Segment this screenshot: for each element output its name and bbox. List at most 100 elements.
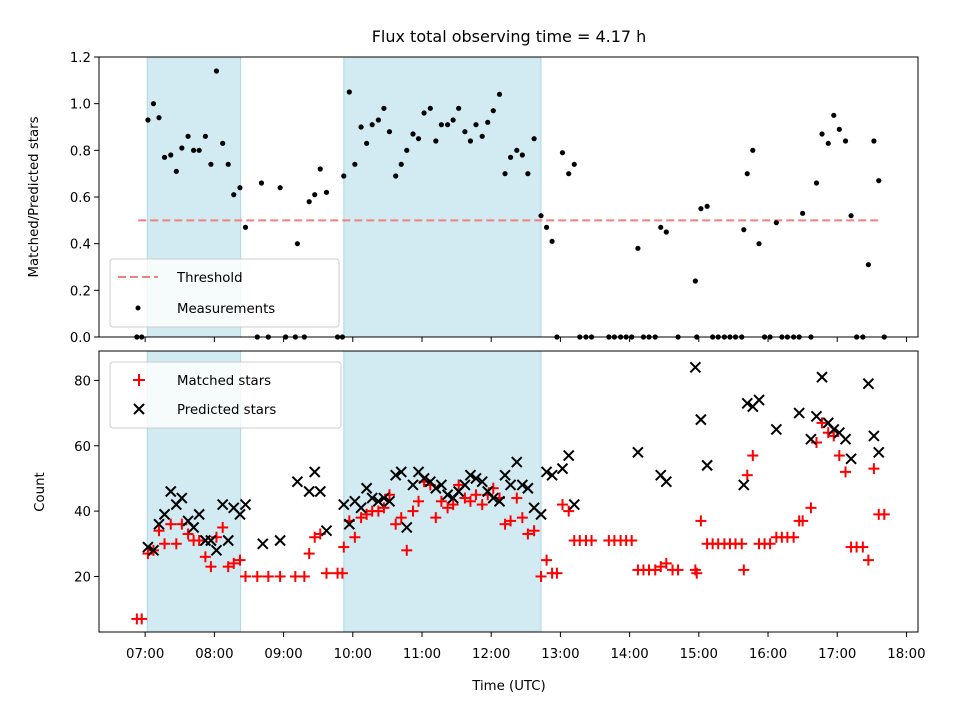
matched-star-point xyxy=(626,535,638,547)
matched-star-point xyxy=(401,544,413,556)
matched-star-point xyxy=(274,570,286,582)
measurement-point xyxy=(156,115,162,121)
measurements-legend-label: Measurements xyxy=(177,302,275,317)
matched-star-point xyxy=(251,570,263,582)
matched-star-point xyxy=(193,535,205,547)
predicted-star-point xyxy=(660,475,672,488)
bottom-y-tick-label: 40 xyxy=(74,505,91,520)
measurement-point xyxy=(323,189,330,195)
matched-star-point xyxy=(199,551,211,563)
top-shaded-intervals xyxy=(146,56,542,338)
predicted-star-point xyxy=(320,525,333,537)
measurement-point xyxy=(485,119,491,125)
predicted-star-point xyxy=(309,466,321,478)
measurement-point xyxy=(800,210,806,216)
top-y-tick-label: 1.2 xyxy=(70,51,91,66)
measurement-point xyxy=(813,180,820,186)
predicted-star-point xyxy=(568,498,580,511)
measurement-point xyxy=(704,203,710,209)
matched-star-point xyxy=(442,502,454,514)
matched-star-point xyxy=(528,525,540,537)
predicted-star-point xyxy=(222,534,234,547)
measurement-point xyxy=(237,185,243,191)
predicted-star-point xyxy=(418,472,430,485)
matched-star-point xyxy=(878,508,890,520)
matched-legend-marker xyxy=(133,374,145,386)
measurement-point xyxy=(202,133,208,139)
matched-star-point xyxy=(165,518,177,530)
matched-star-point xyxy=(338,541,350,553)
matched-star-point xyxy=(862,554,874,566)
measurement-point xyxy=(450,117,456,123)
measurement-point xyxy=(467,138,474,144)
measurement-point xyxy=(496,91,503,97)
top-y-tick-label: 0.4 xyxy=(70,238,91,253)
predicted-star-point xyxy=(741,397,753,409)
measurement-point xyxy=(658,224,664,230)
measurement-point xyxy=(848,213,854,219)
measurement-point xyxy=(375,117,381,123)
measurement-point xyxy=(220,140,226,146)
measurement-point xyxy=(744,171,750,177)
predicted-star-point xyxy=(165,485,177,498)
predicted-star-point xyxy=(372,495,385,508)
measurement-point xyxy=(185,133,191,139)
top-y-tick-label: 0.0 xyxy=(70,331,91,346)
predicted-star-point xyxy=(142,541,154,553)
matched-star-point xyxy=(309,531,321,543)
measurement-point xyxy=(306,199,312,205)
predicted-legend-label: Predicted stars xyxy=(177,403,276,418)
matched-star-point xyxy=(136,613,148,625)
measurement-point xyxy=(161,154,168,160)
predicted-star-point xyxy=(516,479,529,491)
top-y-ticks: 0.0 0.2 0.4 0.6 0.8 1.0 1.2 xyxy=(70,51,99,346)
bottom-x-ticks: 07:00 08:00 09:00 10:00 11:00 12:00 13:00 14:00… xyxy=(126,632,926,662)
predicted-star-point xyxy=(862,377,875,390)
chart-title: Flux total observing time = 4.17 h xyxy=(372,27,647,46)
top-y-axis-label: Matched/Predicted stars xyxy=(27,116,42,277)
predicted-star-point xyxy=(176,492,188,504)
predicted-legend-marker xyxy=(133,403,145,415)
matched-star-point xyxy=(868,463,880,475)
measurement-point xyxy=(421,110,427,116)
bottom-y-axis-label: Count xyxy=(33,472,48,512)
predicted-star-point xyxy=(563,449,575,462)
predicted-star-point xyxy=(816,371,828,383)
measurement-point xyxy=(352,161,358,167)
measurement-point xyxy=(386,129,393,135)
measurement-point xyxy=(750,147,756,153)
matched-star-point xyxy=(736,538,748,550)
predicted-star-point xyxy=(401,521,413,534)
bottom-y-tick-label: 60 xyxy=(74,440,91,455)
measurement-point xyxy=(502,171,508,177)
measurement-point xyxy=(538,213,544,219)
measurement-point xyxy=(179,145,185,151)
predicted-star-point xyxy=(556,462,569,475)
matched-star-point xyxy=(541,554,553,566)
matched-star-point xyxy=(349,531,361,543)
x-tick-label: 14:00 xyxy=(610,647,648,662)
predicted-star-point xyxy=(366,492,378,504)
matched-star-point xyxy=(298,570,310,582)
matched-star-point xyxy=(459,492,471,504)
measurement-point xyxy=(566,171,572,177)
measurement-point xyxy=(168,152,174,158)
top-y-tick-label: 0.2 xyxy=(70,284,91,299)
matched-star-point xyxy=(378,502,390,514)
measurement-point xyxy=(842,138,849,144)
measurement-point xyxy=(312,192,318,198)
matched-star-point xyxy=(816,417,828,429)
predicted-star-point xyxy=(504,479,517,491)
matched-star-point xyxy=(511,492,523,504)
predicted-star-point xyxy=(383,495,396,508)
matched-star-point xyxy=(805,502,817,514)
matched-star-point xyxy=(170,538,182,550)
predicted-star-point xyxy=(738,479,750,491)
predicted-star-point xyxy=(464,469,477,481)
predicted-star-point xyxy=(430,482,442,494)
matched-star-point xyxy=(833,450,845,462)
measurement-point xyxy=(231,192,237,198)
measurement-point xyxy=(173,168,179,174)
bottom-legend-box xyxy=(109,361,342,429)
top-y-tick-label: 0.6 xyxy=(70,191,91,206)
